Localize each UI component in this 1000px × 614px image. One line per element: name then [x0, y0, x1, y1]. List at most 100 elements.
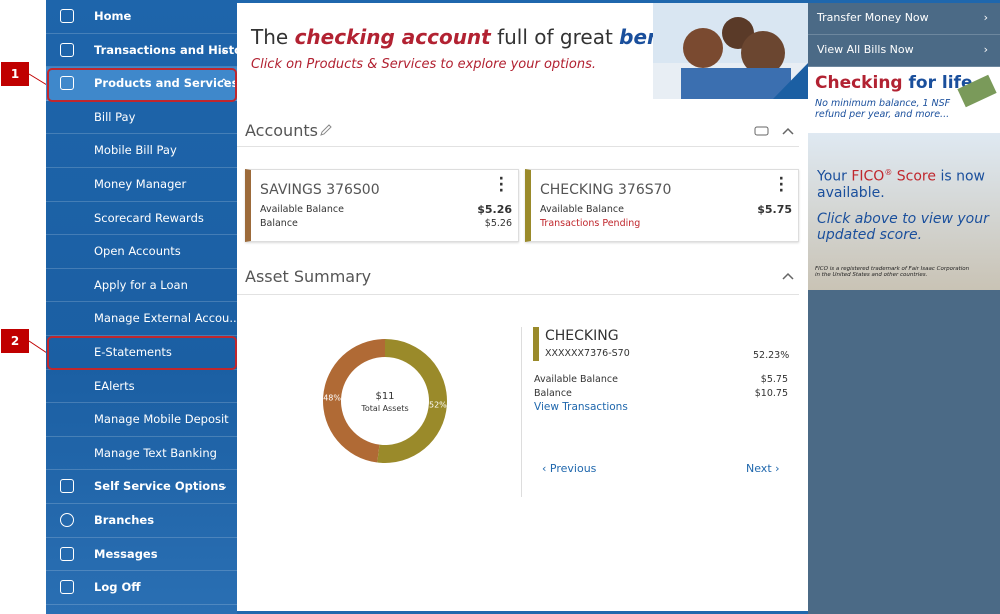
nav-label: Money Manager: [94, 177, 187, 191]
nav-item[interactable]: Manage Mobile Deposit: [46, 403, 237, 437]
nav-item[interactable]: Home: [46, 0, 237, 34]
text: FICO is a registered trademark of Fair I…: [815, 266, 970, 278]
nav-item[interactable]: Manage External Accou...: [46, 302, 241, 336]
value: $5.75: [757, 203, 792, 216]
menu-dots[interactable]: · · ·: [498, 171, 504, 199]
center-value: $11: [375, 391, 394, 402]
nav-item[interactable]: Manage Text Banking: [46, 437, 237, 471]
nav-item[interactable]: Log Off: [46, 571, 237, 605]
highlight-box: [47, 336, 237, 370]
section-title: Asset Summary: [245, 267, 372, 286]
center-label: Total Assets: [360, 404, 408, 413]
nav-label: Self Service Options: [94, 479, 226, 494]
label: Balance: [260, 218, 298, 229]
nav-label: Bill Pay: [94, 109, 136, 124]
account-name: CHECKING: [545, 328, 619, 344]
panel-link[interactable]: View All Bills Now ›: [808, 35, 1000, 67]
nav-item[interactable]: Messages: [46, 538, 237, 572]
nav-label: Manage Mobile Deposit: [94, 412, 229, 427]
collapse-icon[interactable]: [781, 271, 795, 281]
segment-label: 52%: [429, 400, 447, 409]
label: Transactions Pending: [540, 218, 641, 229]
money-image: [957, 74, 997, 108]
value: $5.26: [484, 218, 512, 229]
nav-label: Manage Text Banking: [94, 445, 217, 460]
account-percent: 52.23%: [753, 350, 790, 361]
color-bar: [533, 327, 539, 361]
nav-item[interactable]: Money Manager: [46, 168, 237, 202]
header-icons[interactable]: [753, 123, 799, 139]
value: $5.75: [760, 374, 788, 385]
right-panel: Transfer Money Now › View All Bills Now › C…: [808, 0, 1000, 614]
icon: [60, 546, 74, 561]
nav-label: Mobile Bill Pay: [94, 143, 177, 158]
callout-lines: [28, 73, 48, 354]
link[interactable]: View Transactions: [534, 401, 628, 413]
nav-label: Transactions and History: [94, 42, 256, 57]
asset-header: [237, 265, 799, 295]
value: $10.75: [754, 388, 788, 399]
nav-item[interactable]: Bill Pay: [46, 101, 237, 135]
nav-item[interactable]: Open Accounts: [46, 235, 237, 269]
text: full of great: [490, 25, 620, 49]
text: Your: [817, 168, 852, 185]
nav-label: E-Statements: [94, 345, 172, 359]
label: Balance: [534, 388, 572, 399]
nav-item[interactable]: Mobile Bill Pay: [46, 134, 237, 168]
section-title: Accounts: [245, 121, 318, 140]
nav-label: Branches: [94, 513, 155, 527]
label: Available Balance: [534, 374, 618, 385]
previous-button[interactable]: ‹ Previous: [542, 462, 597, 475]
account-name: SAVINGS 376S00: [260, 182, 380, 198]
link-text: View All Bills Now: [817, 43, 914, 56]
text: Checking: [815, 73, 903, 93]
link-text: Transfer Money Now: [817, 11, 929, 24]
label: Available Balance: [540, 204, 624, 215]
icon: [60, 513, 74, 527]
ad-fico[interactable]: Your FICO® Score is now available. Click…: [808, 133, 1000, 290]
nav-item[interactable]: Transactions and History ⌄: [46, 34, 255, 68]
chevron: ⌃: [219, 78, 228, 90]
panel-link[interactable]: Transfer Money Now ›: [808, 3, 1000, 35]
value: $5.26: [477, 203, 512, 216]
account-card[interactable]: CHECKING 376S70 Available Balance $5.75 Tra…: [525, 169, 799, 242]
nav-item[interactable]: Scorecard Rewards: [46, 202, 237, 236]
banner-subtitle: Click on Products & Services to explore …: [251, 57, 596, 72]
nav-label: EAlerts: [94, 378, 135, 393]
nav-item[interactable]: Self Service Options ⌄: [46, 470, 237, 504]
segment-label: 48%: [323, 394, 341, 403]
nav-item[interactable]: Branches: [46, 504, 237, 538]
chevron: ›: [983, 43, 988, 56]
label: Available Balance: [260, 204, 344, 215]
account-card[interactable]: SAVINGS 376S00 Available Balance $5.26 Bala…: [245, 169, 519, 242]
ad-checking[interactable]: Checking for life No minimum balance, 1 …: [808, 67, 1000, 133]
nav-label: Scorecard Rewards: [94, 210, 204, 225]
text: Next: [746, 462, 772, 475]
chevron: ⌄: [219, 481, 228, 493]
text: ®: [884, 168, 893, 177]
callout: 2: [1, 329, 29, 353]
nav-label: Apply for a Loan: [94, 277, 188, 292]
icon: [60, 76, 74, 91]
icon: [60, 42, 74, 57]
nav-item[interactable]: Apply for a Loan: [46, 269, 237, 303]
text: No minimum balance, 1 NSF refund per yea…: [815, 98, 951, 120]
menu-dots[interactable]: · · ·: [778, 171, 784, 199]
edit-icon[interactable]: [319, 123, 333, 137]
nav-label: Manage External Accou...: [94, 311, 241, 326]
text: The: [251, 25, 295, 49]
banner-headline: The checking account full of great benef…: [251, 25, 720, 49]
icon: [60, 479, 74, 494]
icon: [60, 580, 74, 595]
account-name: CHECKING 376S70: [540, 182, 672, 198]
text: Previous: [549, 462, 597, 475]
text: checking account: [294, 25, 491, 49]
nav-item[interactable]: EAlerts: [46, 370, 237, 404]
chevron: ›: [983, 11, 988, 24]
donut-segment: [322, 339, 385, 463]
next-button[interactable]: Next ›: [746, 462, 780, 475]
account-number: XXXXXX7376-S70: [545, 348, 630, 359]
nav-label: Products and Services: [94, 76, 239, 91]
nav-label: Home: [94, 9, 132, 23]
